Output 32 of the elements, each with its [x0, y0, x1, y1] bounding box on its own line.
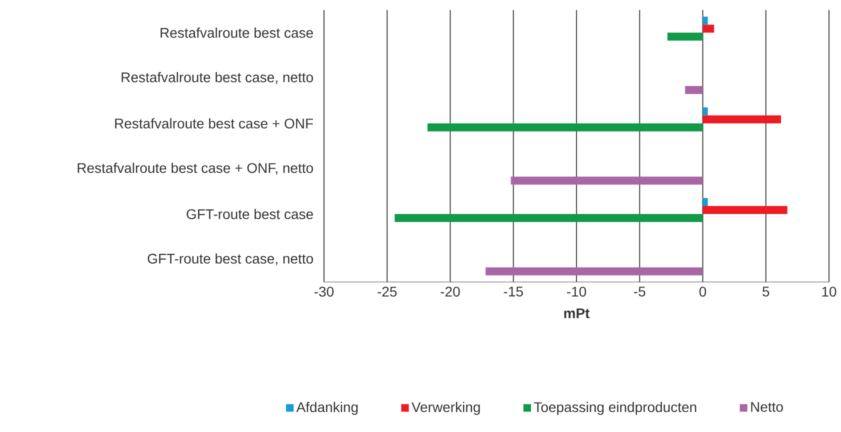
x-tick-label: 5 — [762, 286, 770, 296]
y-tick-label: Restafvalroute best case, netto — [122, 72, 313, 84]
x-tick-label: -30 — [314, 286, 334, 297]
bar — [510, 176, 703, 185]
x-tick-label: -20 — [440, 286, 460, 297]
x-tick-label: -5 — [634, 286, 646, 296]
bar — [702, 24, 714, 33]
x-tick-label: 0 — [699, 286, 706, 297]
bar — [702, 115, 782, 124]
bar — [702, 198, 708, 206]
x-tick-label: 10 — [822, 286, 836, 297]
y-tick-label: GFT-route best case, netto — [148, 253, 314, 266]
bar — [685, 86, 703, 94]
x-axis-title: mPt — [564, 308, 590, 318]
x-tick-label: -15 — [504, 286, 523, 296]
legend-label: Toepassing eindproducten — [534, 402, 696, 415]
bar — [667, 32, 703, 41]
y-tick-label: Restafvalroute best case + ONF — [115, 118, 314, 128]
bar — [486, 267, 703, 276]
legend-label: Netto — [751, 402, 783, 412]
bar — [702, 206, 788, 214]
legend-label: Afdanking — [296, 402, 358, 415]
x-tick-label: -10 — [567, 286, 586, 297]
y-tick-label: Restafvalroute best case — [160, 28, 313, 38]
y-tick-label: Restafvalroute best case + ONF, netto — [78, 162, 313, 175]
bar — [394, 214, 703, 222]
bar — [702, 107, 708, 116]
x-tick-label: -25 — [378, 286, 397, 297]
y-tick-label: GFT-route best case — [186, 208, 313, 220]
bar — [702, 16, 708, 25]
bar — [428, 123, 703, 132]
legend-label: Verwerking — [412, 402, 480, 415]
